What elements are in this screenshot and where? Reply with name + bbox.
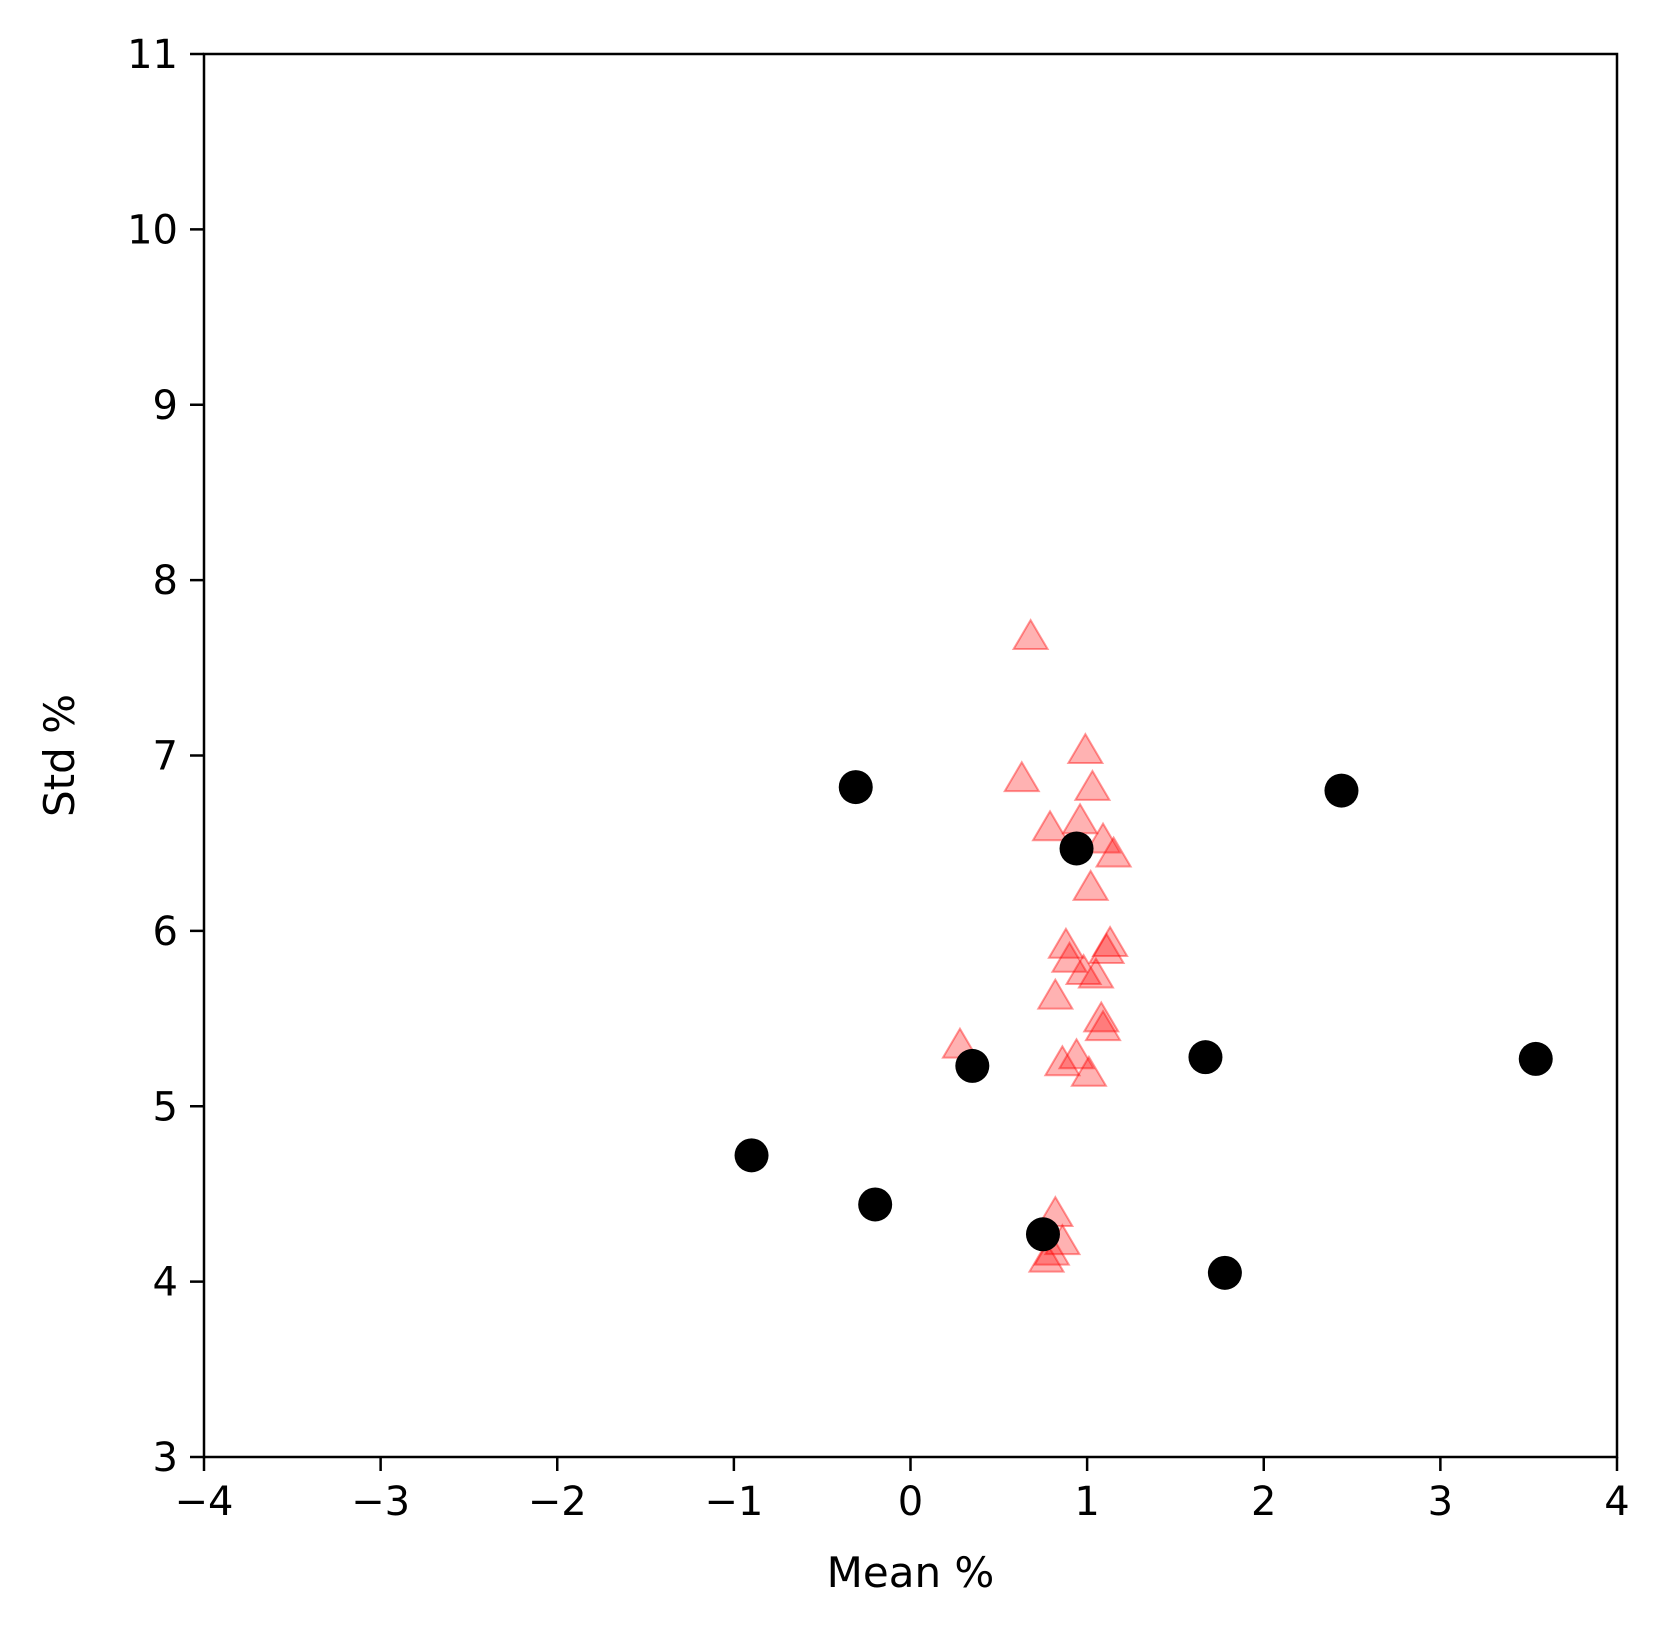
triangle-point: [1094, 835, 1133, 868]
y-tick-label: 8: [153, 558, 178, 604]
circle-point: [1025, 1217, 1060, 1252]
triangle-point: [1084, 1009, 1122, 1042]
x-tick-label: 2: [1251, 1479, 1276, 1525]
triangle-point: [1043, 1044, 1082, 1077]
triangle-point: [1091, 925, 1129, 957]
circle-point: [1188, 1040, 1223, 1075]
x-tick-label: 4: [1604, 1479, 1629, 1525]
y-tick-label: 9: [153, 383, 178, 429]
y-tick-label: 4: [153, 1260, 178, 1306]
y-tick-label: 3: [153, 1435, 178, 1481]
x-tick-label: −4: [175, 1479, 234, 1525]
y-axis-ticks: 3 4 5 6 7 8 9 10 11: [127, 32, 204, 1481]
series-circles: [734, 770, 1553, 1290]
triangle-point: [1031, 809, 1069, 842]
circle-point: [1324, 773, 1359, 808]
x-axis-label: Mean %: [827, 1548, 995, 1597]
triangle-point: [1077, 956, 1115, 989]
circle-point: [1518, 1041, 1553, 1076]
triangle-point: [1047, 926, 1085, 959]
data-marks: [734, 618, 1553, 1290]
triangle-point: [1050, 940, 1089, 973]
triangle-point: [1084, 821, 1122, 854]
triangle-point: [1064, 953, 1103, 986]
circle-point: [734, 1138, 769, 1173]
triangle-point: [1057, 1037, 1096, 1070]
y-tick-label: 11: [127, 32, 178, 78]
y-tick-label: 6: [153, 909, 178, 955]
triangle-point: [1003, 760, 1041, 793]
x-tick-label: 0: [898, 1479, 923, 1525]
circle-point: [838, 770, 873, 805]
y-tick-label: 7: [153, 734, 178, 780]
triangle-point: [1066, 732, 1105, 765]
triangle-point: [1082, 1000, 1121, 1033]
triangle-point: [1036, 977, 1075, 1010]
triangle-point: [1073, 768, 1112, 801]
y-tick-label: 5: [153, 1084, 178, 1130]
x-tick-label: −3: [351, 1479, 410, 1525]
x-tick-label: −2: [528, 1479, 587, 1525]
triangle-point: [1071, 868, 1110, 901]
circle-point: [1207, 1255, 1242, 1290]
circle-point: [1059, 831, 1094, 866]
circle-point: [955, 1048, 990, 1083]
triangle-point: [1011, 618, 1050, 651]
x-tick-label: 1: [1074, 1479, 1099, 1525]
x-tick-label: −1: [704, 1479, 763, 1525]
series-triangles: [941, 618, 1133, 1273]
y-axis-label: Std %: [35, 694, 84, 817]
triangle-point: [1027, 1240, 1066, 1273]
x-tick-label: 3: [1428, 1479, 1453, 1525]
triangle-point: [1070, 1054, 1108, 1087]
circle-point: [858, 1187, 893, 1222]
y-tick-label: 10: [127, 207, 178, 253]
x-axis-ticks: −4 −3 −2 −1 0 1 2 3 4: [175, 1457, 1630, 1525]
triangle-point: [1087, 932, 1126, 964]
